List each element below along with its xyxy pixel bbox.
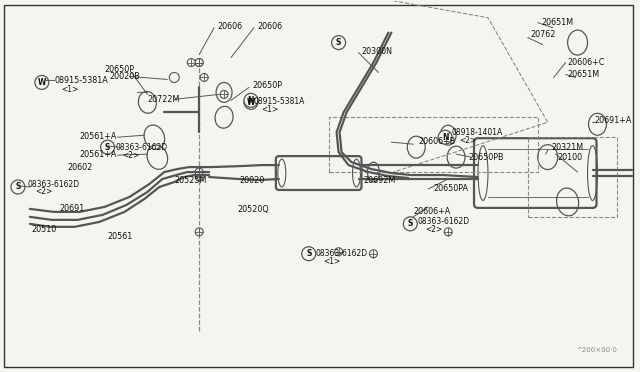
Text: S: S bbox=[15, 183, 20, 192]
Text: 20525M: 20525M bbox=[174, 176, 207, 185]
Circle shape bbox=[301, 247, 316, 261]
Text: N: N bbox=[248, 96, 254, 105]
Circle shape bbox=[195, 173, 203, 181]
Text: 20606: 20606 bbox=[217, 22, 242, 31]
Text: 08915-5381A: 08915-5381A bbox=[55, 76, 109, 85]
Circle shape bbox=[369, 250, 378, 258]
Text: 20722M: 20722M bbox=[147, 95, 180, 104]
Circle shape bbox=[195, 168, 203, 176]
Text: 20561: 20561 bbox=[108, 232, 133, 241]
Text: 08363-6162D: 08363-6162D bbox=[115, 143, 168, 152]
Circle shape bbox=[195, 58, 203, 67]
Text: 20300N: 20300N bbox=[362, 47, 392, 56]
Circle shape bbox=[244, 95, 258, 109]
Text: 20762: 20762 bbox=[531, 30, 556, 39]
Text: <2>: <2> bbox=[35, 187, 52, 196]
Circle shape bbox=[403, 217, 417, 231]
Text: 20510: 20510 bbox=[32, 225, 57, 234]
Circle shape bbox=[438, 130, 452, 144]
Text: 20650P: 20650P bbox=[104, 65, 134, 74]
Text: 20606+C: 20606+C bbox=[568, 58, 605, 67]
Circle shape bbox=[188, 58, 195, 67]
Text: ^200×00·0: ^200×00·0 bbox=[577, 347, 618, 353]
Text: 20650PA: 20650PA bbox=[433, 185, 468, 193]
Text: S: S bbox=[105, 143, 110, 152]
Text: 20606: 20606 bbox=[257, 22, 282, 31]
Circle shape bbox=[11, 180, 25, 194]
Text: W: W bbox=[38, 78, 46, 87]
Text: <2>: <2> bbox=[122, 151, 140, 160]
Text: 20561+A: 20561+A bbox=[79, 132, 117, 141]
Text: 08363-6162D: 08363-6162D bbox=[316, 249, 368, 258]
Circle shape bbox=[332, 36, 346, 49]
Text: 20020: 20020 bbox=[239, 176, 264, 185]
Text: 20520Q: 20520Q bbox=[237, 205, 269, 214]
Text: <2>: <2> bbox=[425, 225, 442, 234]
Text: 20650P: 20650P bbox=[252, 81, 282, 90]
Text: N: N bbox=[442, 133, 449, 142]
Circle shape bbox=[100, 140, 115, 154]
Text: <1>: <1> bbox=[261, 105, 278, 114]
Circle shape bbox=[195, 58, 203, 67]
Text: 08363-6162D: 08363-6162D bbox=[28, 180, 80, 189]
Text: S: S bbox=[408, 219, 413, 228]
Text: 08915-5381A: 08915-5381A bbox=[254, 97, 305, 106]
Circle shape bbox=[335, 248, 342, 256]
Circle shape bbox=[220, 90, 228, 98]
Text: W: W bbox=[247, 98, 255, 107]
Text: 08918-1401A: 08918-1401A bbox=[451, 128, 502, 137]
Circle shape bbox=[244, 93, 258, 108]
Text: 20691: 20691 bbox=[60, 204, 85, 214]
Text: 20020B: 20020B bbox=[109, 72, 140, 81]
Text: 20321M: 20321M bbox=[552, 143, 584, 152]
Text: 20651M: 20651M bbox=[568, 70, 600, 79]
Circle shape bbox=[35, 76, 49, 89]
Text: 20691+A: 20691+A bbox=[595, 116, 632, 125]
Text: 20606+A: 20606+A bbox=[413, 208, 451, 217]
Text: 20692M: 20692M bbox=[364, 176, 396, 185]
Text: 20561+A: 20561+A bbox=[79, 150, 117, 158]
Circle shape bbox=[200, 74, 208, 81]
Text: 20100: 20100 bbox=[557, 153, 583, 161]
Text: 20602: 20602 bbox=[68, 163, 93, 171]
Text: 08363-6162D: 08363-6162D bbox=[417, 217, 469, 226]
Text: <2>: <2> bbox=[459, 136, 476, 145]
Text: 20651M: 20651M bbox=[541, 18, 574, 27]
Text: <1>: <1> bbox=[61, 85, 79, 94]
Text: <1>: <1> bbox=[324, 257, 341, 266]
Text: S: S bbox=[336, 38, 341, 47]
Text: S: S bbox=[306, 249, 312, 258]
Circle shape bbox=[195, 228, 203, 236]
Text: 20606+B: 20606+B bbox=[419, 137, 456, 146]
Text: 20650PB: 20650PB bbox=[468, 153, 504, 161]
Circle shape bbox=[444, 228, 452, 236]
